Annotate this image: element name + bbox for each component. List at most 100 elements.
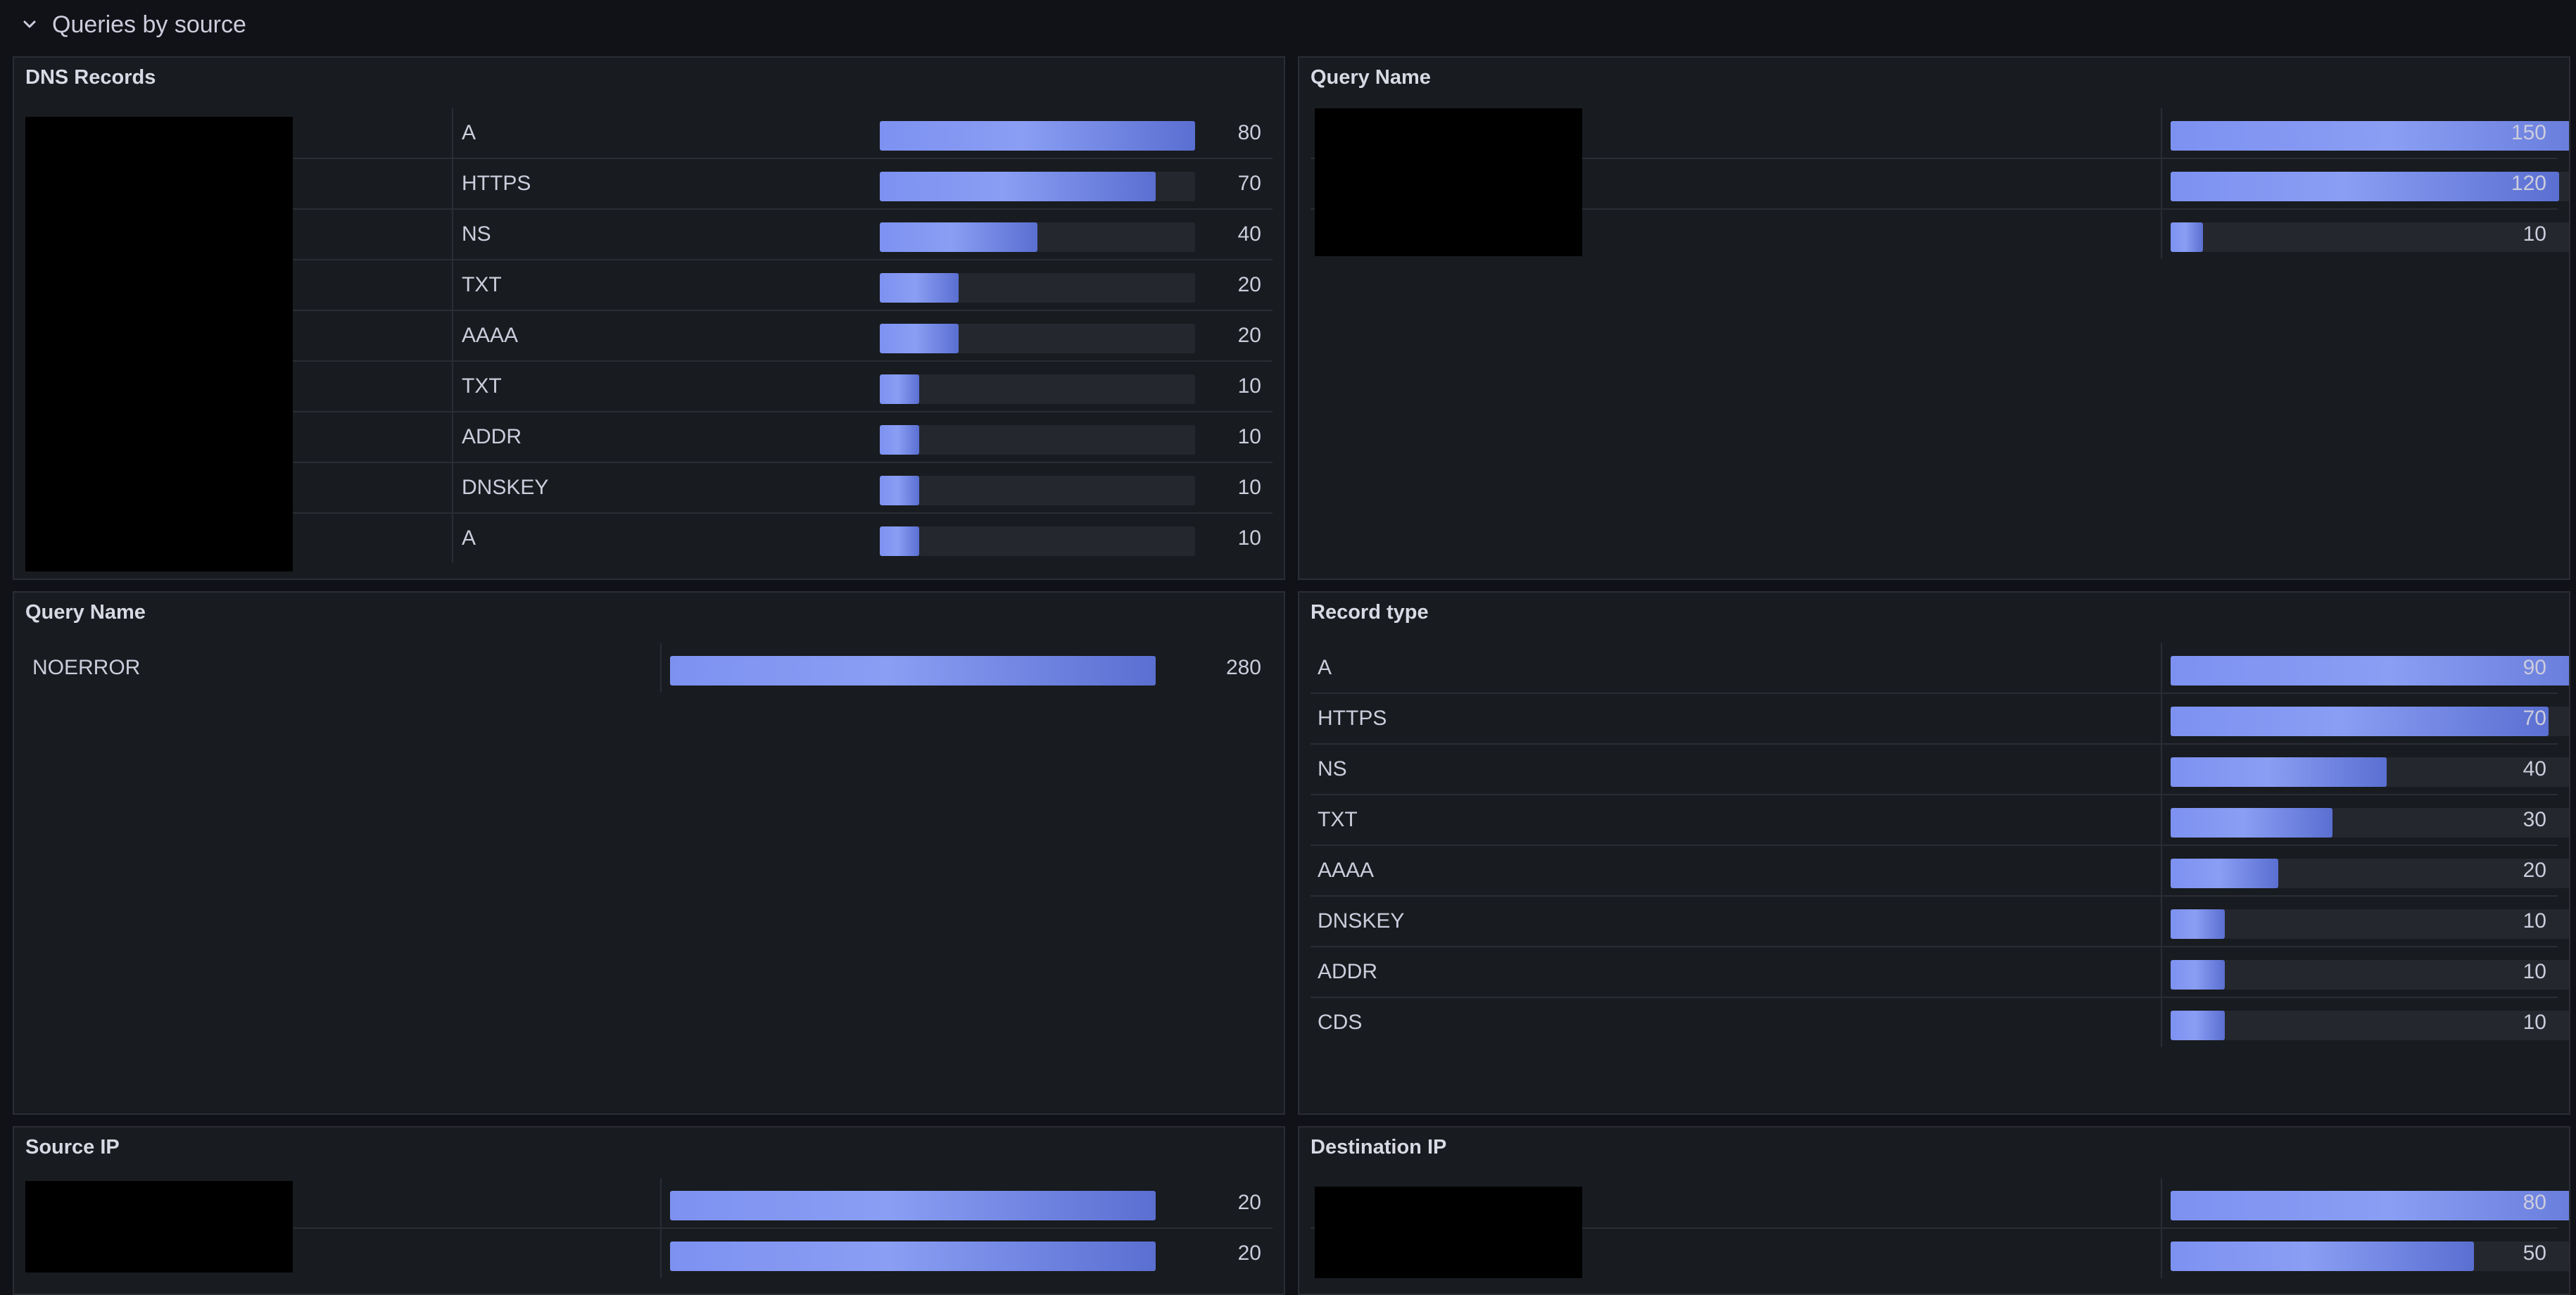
panel-source-ip[interactable]: Source IP 20 20 (13, 1126, 1285, 1295)
bar-track (2171, 1011, 2569, 1040)
row-label: TXT (462, 273, 502, 296)
bar-gauge-table: 150 120 10 (1311, 108, 2569, 260)
row-value: 20 (1237, 324, 1261, 347)
bar-track (880, 425, 1195, 455)
column-divider (2161, 1178, 2162, 1227)
column-divider (2161, 108, 2162, 158)
column-divider (452, 514, 453, 563)
row-title: Queries by source (52, 11, 246, 38)
table-row[interactable]: A 80 (25, 108, 1273, 159)
table-row[interactable]: 120 (1311, 159, 2569, 210)
row-label: NOERROR (32, 656, 141, 679)
column-divider (2161, 1229, 2162, 1278)
table-row[interactable]: 80 (1311, 1178, 2569, 1229)
table-row[interactable]: 150 (1311, 108, 2569, 159)
panel-destination-ip[interactable]: Destination IP 80 50 (1298, 1126, 2570, 1295)
table-row[interactable]: DNSKEY 10 (1311, 897, 2569, 947)
table-row[interactable]: NS 40 (25, 210, 1273, 260)
row-label: A (462, 526, 476, 550)
column-divider (2161, 694, 2162, 743)
table-row[interactable]: HTTPS 70 (1311, 694, 2569, 745)
bar-fill (2171, 960, 2225, 990)
row-value: 10 (1237, 526, 1261, 550)
bar-fill (2171, 222, 2203, 252)
bar-fill (670, 656, 1156, 686)
table-row[interactable]: A 90 (1311, 643, 2569, 694)
panel-title: Source IP (25, 1136, 120, 1158)
row-value: 10 (2523, 960, 2546, 983)
column-divider (660, 1229, 662, 1278)
table-row[interactable]: ADDR 10 (1311, 947, 2569, 998)
panel-query-name-rcode[interactable]: Query Name NOERROR 280 (13, 591, 1285, 1115)
bar-gauge-table: 80 50 (1311, 1178, 2569, 1280)
row-header-queries-by-source[interactable]: Queries by source (0, 0, 2576, 49)
table-row[interactable]: TXT 10 (25, 362, 1273, 412)
table-row[interactable]: AAAA 20 (1311, 846, 2569, 897)
table-row[interactable]: TXT 30 (1311, 795, 2569, 846)
row-value: 10 (1237, 374, 1261, 398)
row-label: CDS (1318, 1011, 1363, 1034)
table-row[interactable]: NS 40 (1311, 745, 2569, 795)
bar-track (880, 526, 1195, 556)
table-row[interactable]: TXT 20 (25, 260, 1273, 311)
bar-fill (880, 374, 919, 404)
bar-fill (2171, 1011, 2225, 1040)
panel-title: Destination IP (1311, 1136, 1447, 1158)
column-divider (2161, 643, 2162, 693)
chevron-down-icon[interactable] (23, 18, 37, 32)
row-value: 30 (2523, 808, 2546, 831)
row-label: AAAA (462, 324, 519, 347)
bar-fill (2171, 757, 2387, 787)
table-row[interactable]: 20 (25, 1229, 1273, 1280)
table-row[interactable]: CDS 10 (1311, 998, 2569, 1049)
bar-gauge-table: A 80 HTTPS 70 NS 40 TXT 20 AAAA 20 TXT 10 ADDR 10 DNSK… (25, 108, 1273, 564)
bar-fill (670, 1191, 1156, 1220)
bar-fill (2171, 859, 2278, 888)
row-value: 70 (1237, 172, 1261, 195)
redacted-block (1315, 108, 1582, 256)
table-row[interactable]: A 10 (25, 514, 1273, 564)
column-divider (452, 412, 453, 462)
column-divider (2161, 998, 2162, 1047)
table-row[interactable]: DNSKEY 10 (25, 463, 1273, 514)
bar-fill (880, 172, 1156, 201)
row-value: 20 (1237, 1242, 1261, 1265)
panel-record-type[interactable]: Record type A 90 HTTPS 70 NS 40 TXT 30 AAAA 20 DNS… (1298, 591, 2570, 1115)
table-row[interactable]: 10 (1311, 210, 2569, 260)
table-row[interactable]: AAAA 20 (25, 311, 1273, 362)
row-value: 80 (1237, 121, 1261, 144)
table-row[interactable]: 50 (1311, 1229, 2569, 1280)
bar-fill (880, 526, 919, 556)
bar-track (880, 476, 1195, 505)
column-divider (452, 210, 453, 259)
bar-fill (880, 121, 1195, 151)
panel-query-name[interactable]: Query Name 150 120 10 (1298, 56, 2570, 580)
row-value: 50 (2523, 1242, 2546, 1265)
row-value: 20 (1237, 1191, 1261, 1214)
row-value: 150 (2511, 121, 2546, 144)
panel-dns-records[interactable]: DNS Records A 80 HTTPS 70 NS 40 TXT 20 AAAA 20 TXT… (13, 56, 1285, 580)
row-value: 120 (2511, 172, 2546, 195)
column-divider (452, 311, 453, 360)
row-label: NS (462, 222, 491, 246)
column-divider (2161, 947, 2162, 997)
redacted-block (25, 1181, 293, 1272)
table-row[interactable]: HTTPS 70 (25, 159, 1273, 210)
row-label: HTTPS (462, 172, 531, 195)
bar-fill (2171, 808, 2332, 838)
bar-fill (880, 222, 1037, 252)
bar-fill (2171, 707, 2549, 736)
panel-title: Query Name (25, 601, 146, 624)
column-divider (2161, 210, 2162, 259)
bar-fill (2171, 1191, 2569, 1220)
row-value: 20 (2523, 859, 2546, 882)
row-label: DNSKEY (462, 476, 549, 499)
table-row[interactable]: 20 (25, 1178, 1273, 1229)
row-label: AAAA (1318, 859, 1375, 882)
row-value: 40 (1237, 222, 1261, 246)
table-row[interactable]: NOERROR 280 (25, 643, 1273, 694)
bar-fill (2171, 909, 2225, 939)
column-divider (452, 159, 453, 208)
bar-fill (880, 476, 919, 505)
table-row[interactable]: ADDR 10 (25, 412, 1273, 463)
